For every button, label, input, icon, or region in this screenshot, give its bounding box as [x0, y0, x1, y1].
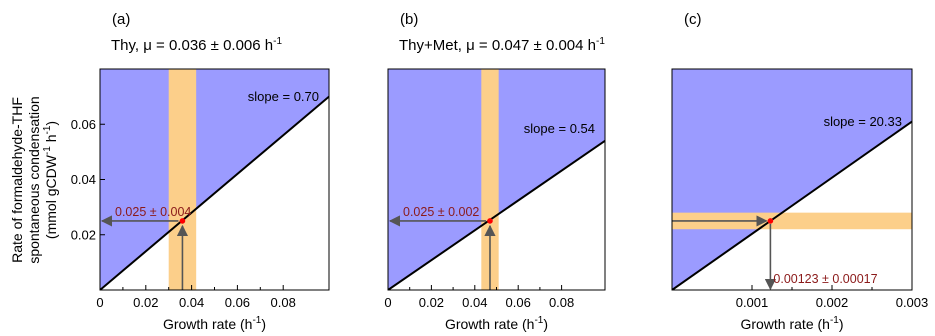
- panel-b: 0.025 ± 0.002 slope = 0.54 0 0.02 0.04 0.06 0.…: [384, 11, 606, 332]
- x-tick-label: 0.04: [462, 295, 487, 310]
- panel-c: 0.00123 ± 0.00017 slope = 20.33 0.001 0.002…: [671, 11, 929, 332]
- x-axis-label: Growth rate (h-1): [445, 315, 548, 332]
- x-tick-label: 0: [384, 295, 391, 310]
- y-tick-label: 0.06: [71, 117, 96, 132]
- slope-label: slope = 20.33: [824, 114, 902, 129]
- x-tick-label: 0.06: [506, 295, 531, 310]
- y-tick-label: 0.04: [71, 172, 96, 187]
- feasible-region: [100, 69, 329, 290]
- y-axis-label-line-3: (mmol gCDW-1 h-1): [42, 121, 59, 239]
- value-annotation: 0.025 ± 0.004: [115, 205, 191, 219]
- x-tick-label: 0.08: [271, 295, 296, 310]
- x-tick-label: 0.001: [736, 295, 769, 310]
- slope-line: [672, 120, 912, 290]
- y-axis-label: Rate of formaldehyde-THF spontaneous cond…: [9, 96, 59, 263]
- panel-title: Thy, μ = 0.036 ± 0.006 h-1: [111, 36, 282, 54]
- x-axis-label: Growth rate (h-1): [740, 315, 843, 332]
- panel-title: Thy+Met, μ = 0.047 ± 0.004 h-1: [399, 36, 605, 54]
- slope-line: [100, 95, 329, 290]
- data-point: [179, 218, 186, 224]
- x-tick-label: 0.04: [179, 295, 204, 310]
- y-axis-label-line-2: spontaneous condensation: [26, 96, 42, 263]
- data-point: [767, 218, 774, 224]
- x-tick-label: 0.06: [225, 295, 250, 310]
- data-point: [487, 218, 493, 224]
- uncertainty-band: [672, 212, 912, 230]
- slope-label: slope = 0.70: [248, 89, 319, 104]
- value-annotation: 0.00123 ± 0.00017: [773, 272, 877, 286]
- x-tick-label: 0.02: [133, 295, 158, 310]
- y-tick-label: 0.02: [71, 227, 96, 242]
- x-tick-label: 0.02: [419, 295, 444, 310]
- panel-label: (c): [684, 11, 702, 28]
- value-annotation: 0.025 ± 0.002: [403, 205, 479, 219]
- x-tick-label: 0.08: [549, 295, 574, 310]
- y-axis-label-line-1: Rate of formaldehyde-THF: [9, 97, 25, 263]
- x-axis-label: Growth rate (h-1): [163, 315, 266, 332]
- panel-label: (b): [400, 11, 418, 28]
- slope-line: [388, 140, 605, 290]
- x-tick-label: 0.002: [816, 295, 849, 310]
- panel-label: (a): [112, 11, 130, 28]
- x-tick-label: 0: [96, 295, 103, 310]
- feasible-region: [672, 69, 912, 290]
- x-tick-label: 0.003: [896, 295, 929, 310]
- slope-label: slope = 0.54: [524, 121, 595, 136]
- panel-a: 0.025 ± 0.004 slope = 0.70 0 0.02 0.04 0.06 0.…: [71, 11, 330, 332]
